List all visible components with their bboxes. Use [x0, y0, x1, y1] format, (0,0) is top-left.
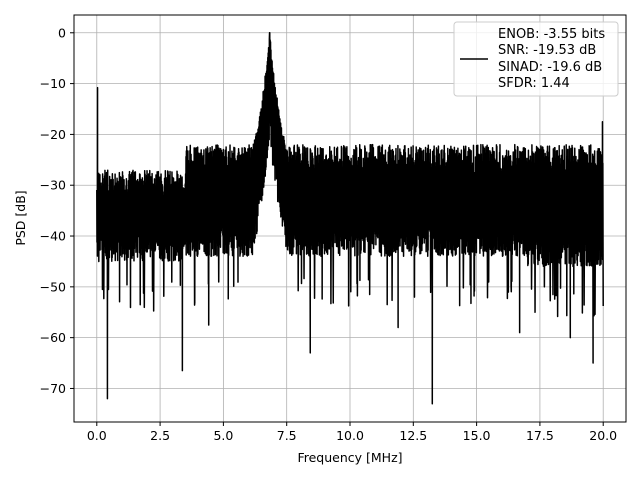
legend: ENOB: -3.55 bits SNR: -19.53 dB SINAD: -…: [453, 21, 619, 97]
psd-series-line: [96, 32, 604, 405]
y-axis-ticks: 0 −10 −20 −30 −40 −50 −60 −70: [40, 25, 74, 396]
y-tick-label: −70: [40, 381, 66, 396]
x-axis-ticks: 0.0 2.5 5.0 7.5 10.0 12.5 15.0 17.5 20.0: [87, 422, 617, 443]
x-tick-label: 0.0: [87, 428, 107, 443]
y-tick-label: −60: [40, 330, 66, 345]
y-tick-label: −50: [40, 279, 66, 294]
y-tick-label: −20: [40, 127, 66, 142]
psd-series-layer: [96, 32, 604, 405]
x-tick-label: 7.5: [277, 428, 297, 443]
x-axis-label: Frequency [MHz]: [297, 450, 402, 465]
y-tick-label: −30: [40, 178, 66, 193]
x-tick-label: 17.5: [526, 428, 554, 443]
x-tick-label: 5.0: [213, 428, 233, 443]
legend-box: [453, 21, 619, 97]
x-tick-label: 20.0: [589, 428, 617, 443]
legend-sfdr: SFDR: 1.44: [498, 76, 570, 91]
y-axis-label: PSD [dB]: [13, 190, 28, 245]
legend-snr: SNR: -19.53 dB: [498, 43, 596, 58]
y-tick-label: −40: [40, 229, 66, 244]
x-tick-label: 12.5: [399, 428, 427, 443]
legend-sinad: SINAD: -19.6 dB: [498, 60, 602, 75]
legend-enob: ENOB: -3.55 bits: [498, 27, 605, 42]
x-tick-label: 2.5: [150, 428, 170, 443]
x-tick-label: 10.0: [336, 428, 364, 443]
x-tick-label: 15.0: [463, 428, 491, 443]
y-tick-label: 0: [58, 25, 66, 40]
y-tick-label: −10: [40, 76, 66, 91]
